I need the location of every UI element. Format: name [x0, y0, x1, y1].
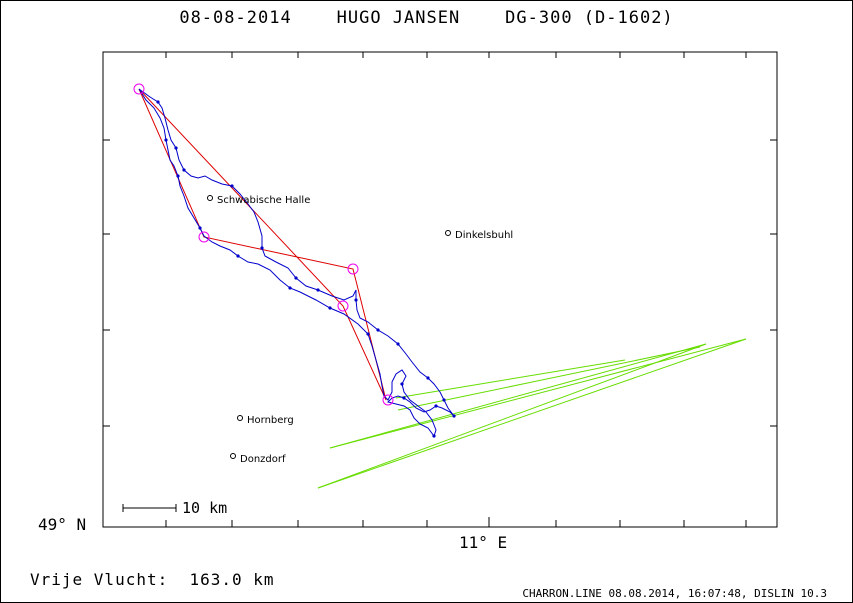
- turnpoints: [133, 83, 394, 406]
- scale-bar: [122, 504, 177, 512]
- place-label: Hornberg: [247, 415, 294, 426]
- place-label: Donzdorf: [240, 454, 286, 465]
- place-label: Dinkelsbuhl: [455, 230, 514, 241]
- town-marker: [445, 230, 451, 236]
- distance-summary: Vrije Vlucht: 163.0 km: [30, 570, 275, 589]
- plot-frame: [102, 51, 778, 528]
- green-line: [329, 338, 747, 449]
- turnpoint-marker: [382, 394, 394, 406]
- town-marker: [230, 453, 236, 459]
- town-marker: [207, 195, 213, 201]
- turnpoint-marker: [133, 83, 145, 95]
- town-markers: [207, 195, 451, 459]
- green-line: [395, 359, 626, 399]
- flight-track: [138, 88, 455, 438]
- scale-label: 10 km: [182, 499, 228, 517]
- left-axis-ticks: [103, 139, 110, 427]
- top-axis-ticks: [165, 52, 747, 58]
- green-line: [317, 343, 707, 489]
- place-label: Schwabische Halle: [217, 195, 311, 206]
- track-fixes: [156, 100, 456, 438]
- y-axis-label: 49° N: [38, 515, 87, 534]
- chart-title: 08-08-2014 HUGO JANSEN DG-300 (D-1602): [179, 8, 674, 28]
- green-line: [329, 343, 707, 449]
- town-marker: [237, 415, 243, 421]
- right-axis-ticks: [770, 139, 777, 427]
- turnpoint-marker: [198, 231, 210, 243]
- credit-line: CHARRON.LINE 08.08.2014, 16:07:48, DISLI…: [522, 587, 827, 600]
- green-line: [317, 338, 747, 489]
- green-line: [397, 346, 701, 411]
- bottom-axis-ticks: [165, 517, 747, 527]
- x-axis-label: 11° E: [459, 533, 508, 552]
- green-lines: [317, 338, 747, 489]
- turnpoint-marker: [347, 263, 359, 275]
- turnpoint-marker: [337, 300, 349, 312]
